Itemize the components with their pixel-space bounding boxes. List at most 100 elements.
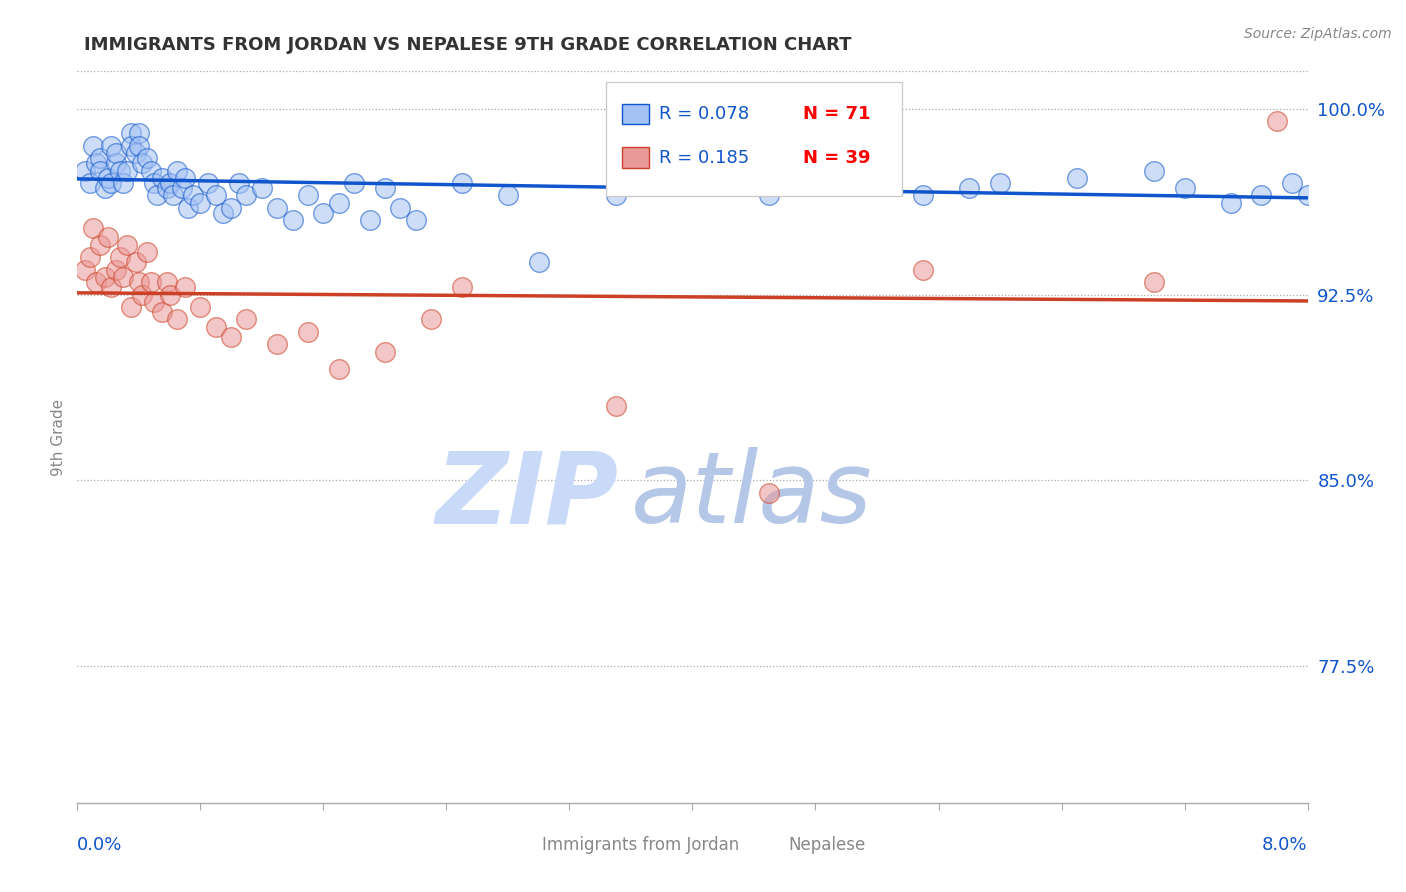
Point (112, 176, 135, 190)
Point (450, 176, 472, 190)
Point (235, 188, 257, 202)
Point (112, 270, 135, 285)
Point (135, 245, 157, 260)
Y-axis label: 9th Grade: 9th Grade (51, 399, 66, 475)
Point (328, 195, 350, 210)
Point (104, 156, 127, 170)
Point (89, 238, 111, 252)
Point (835, 176, 858, 190)
Point (79, 176, 101, 190)
Point (155, 275, 177, 289)
Point (527, 255, 550, 269)
Point (73, 163, 96, 178)
Point (188, 195, 212, 210)
Point (131, 287, 153, 301)
Point (281, 213, 304, 227)
Point (204, 188, 226, 202)
Point (143, 295, 166, 310)
Point (94, 181, 117, 195)
Text: Nepalese: Nepalese (789, 836, 866, 855)
Point (174, 171, 197, 186)
Point (912, 188, 935, 202)
Point (155, 181, 177, 195)
Point (1143, 275, 1166, 289)
Text: atlas: atlas (631, 447, 873, 544)
Point (150, 171, 173, 186)
Point (174, 280, 197, 294)
Point (297, 188, 319, 202)
Point (1265, 114, 1288, 128)
Point (89, 163, 111, 178)
Point (159, 176, 181, 190)
Point (297, 325, 319, 339)
Text: R = 0.185: R = 0.185 (659, 149, 749, 167)
Point (758, 486, 780, 500)
Point (188, 300, 212, 314)
Point (181, 188, 204, 202)
Point (128, 126, 150, 140)
Text: 8.0%: 8.0% (1263, 836, 1308, 854)
Point (605, 399, 627, 413)
Point (219, 201, 242, 215)
Point (82, 220, 104, 235)
Point (128, 138, 150, 153)
Point (804, 171, 827, 186)
Point (450, 280, 472, 294)
Point (359, 213, 381, 227)
Point (120, 300, 142, 314)
Point (100, 138, 122, 153)
Point (1281, 176, 1303, 190)
Point (405, 213, 427, 227)
Point (94, 270, 117, 285)
Point (115, 238, 138, 252)
Point (120, 126, 142, 140)
Text: N = 71: N = 71 (803, 104, 870, 123)
Point (84, 275, 107, 289)
Point (197, 176, 219, 190)
Point (131, 156, 153, 170)
FancyBboxPatch shape (761, 842, 782, 858)
FancyBboxPatch shape (623, 147, 650, 168)
Point (141, 163, 163, 178)
Point (235, 312, 257, 326)
Point (212, 205, 235, 219)
Point (104, 146, 127, 161)
Point (97, 171, 120, 186)
Point (1143, 163, 1166, 178)
Point (97, 230, 120, 244)
Point (1250, 188, 1272, 202)
Point (141, 275, 163, 289)
FancyBboxPatch shape (515, 842, 536, 858)
Text: ZIP: ZIP (436, 447, 619, 544)
Point (328, 362, 350, 376)
Point (912, 262, 935, 277)
Point (104, 262, 127, 277)
Point (120, 138, 142, 153)
Point (79, 250, 101, 264)
Point (219, 329, 242, 343)
Point (682, 176, 704, 190)
Point (1174, 181, 1197, 195)
Point (170, 181, 193, 195)
Text: Immigrants from Jordan: Immigrants from Jordan (543, 836, 740, 855)
Point (496, 188, 519, 202)
Text: Source: ZipAtlas.com: Source: ZipAtlas.com (1244, 27, 1392, 41)
Text: R = 0.078: R = 0.078 (659, 104, 749, 123)
Point (312, 205, 335, 219)
Point (177, 201, 200, 215)
Point (135, 151, 157, 165)
Point (128, 275, 150, 289)
Point (166, 163, 188, 178)
Point (605, 188, 627, 202)
Point (125, 146, 148, 161)
Point (988, 176, 1011, 190)
Point (100, 176, 122, 190)
Point (266, 337, 288, 351)
Point (110, 163, 132, 178)
Point (73, 262, 96, 277)
Point (374, 344, 396, 359)
Point (84, 156, 107, 170)
Point (866, 163, 889, 178)
Point (125, 255, 148, 269)
Point (343, 176, 366, 190)
